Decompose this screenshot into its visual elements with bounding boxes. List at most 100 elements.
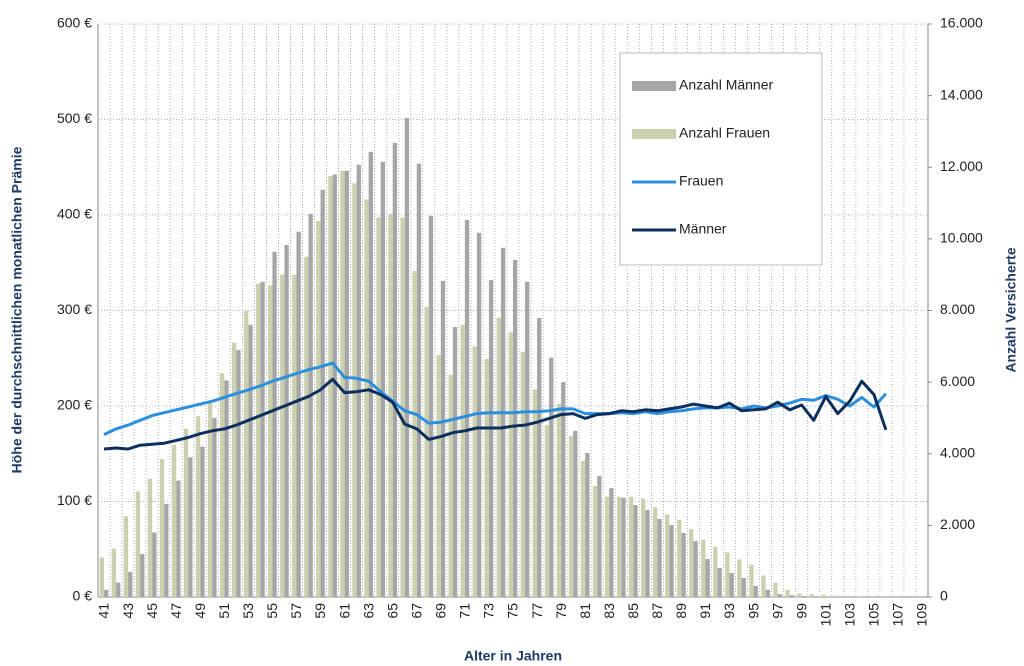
bar [777, 594, 782, 597]
bar [597, 475, 602, 597]
bar [340, 170, 345, 598]
legend-swatch [632, 81, 676, 91]
bar [236, 349, 241, 597]
bar [484, 358, 489, 597]
bar [328, 176, 333, 597]
bar [580, 460, 586, 597]
x-tick-label: 67 [408, 603, 424, 619]
x-tick-label: 47 [168, 603, 184, 619]
bar [219, 373, 225, 597]
x-tick-label: 51 [216, 603, 232, 619]
x-tick-label: 107 [890, 603, 906, 627]
x-tick-label: 81 [577, 603, 593, 619]
bar [376, 217, 381, 597]
x-tick-label: 43 [120, 603, 136, 619]
bar [544, 425, 550, 597]
bar [508, 331, 513, 597]
bar [212, 417, 217, 597]
bar [364, 199, 369, 597]
bar [232, 342, 237, 597]
bar [116, 582, 121, 597]
x-tick-label: 109 [914, 603, 930, 627]
bar [500, 247, 506, 597]
bar [628, 496, 634, 597]
x-tick-label: 55 [264, 603, 280, 619]
x-tick-label: 87 [649, 603, 665, 619]
bar [472, 346, 477, 597]
bar [741, 578, 746, 597]
bar [344, 170, 349, 598]
bar [513, 260, 518, 597]
bar [159, 459, 165, 597]
bar [244, 310, 249, 597]
line [103, 377, 888, 451]
bar [693, 541, 698, 597]
x-tick-label: 77 [529, 603, 545, 619]
bar [717, 567, 722, 597]
bar [256, 283, 261, 597]
bar [260, 281, 265, 597]
bar [188, 457, 193, 597]
x-tick-label: 101 [817, 603, 833, 627]
legend-swatch [632, 129, 676, 139]
bar [280, 274, 285, 597]
bar [753, 585, 758, 597]
legend-label: Anzahl Männer [679, 77, 774, 93]
bar [665, 514, 670, 597]
y2-tick-label: 8.000 [940, 301, 975, 317]
x-tick-label: 79 [553, 603, 569, 619]
bar [681, 532, 686, 597]
x-tick-label: 61 [336, 603, 352, 619]
bar [621, 497, 626, 597]
bar [200, 446, 205, 597]
bar [833, 595, 838, 597]
bar [761, 575, 766, 597]
bar [725, 552, 730, 597]
bar [592, 485, 598, 597]
x-tick-label: 41 [96, 603, 112, 619]
bar [356, 164, 361, 598]
bar [436, 355, 441, 597]
bar [645, 509, 650, 597]
x-tick-label: 73 [481, 603, 497, 619]
bar [701, 539, 706, 597]
x-tick-label: 89 [673, 603, 689, 619]
bar [248, 324, 253, 597]
bar [773, 582, 778, 597]
bar [561, 382, 566, 597]
y2-axis-label: Anzahl Versicherte [1003, 247, 1019, 372]
bar [440, 280, 446, 597]
bar [452, 326, 458, 597]
bar [380, 161, 386, 598]
bar [604, 496, 610, 597]
y2-tick-label: 12.000 [940, 158, 983, 174]
x-tick-label: 57 [288, 603, 304, 619]
bar [368, 151, 373, 597]
bar [428, 215, 434, 597]
bar [729, 573, 734, 597]
y-tick-label: 100 € [57, 492, 92, 508]
bar [525, 281, 530, 597]
bar [657, 518, 662, 597]
bar [416, 163, 422, 597]
legend-label: Männer [679, 221, 727, 237]
x-tick-label: 49 [192, 603, 208, 619]
x-axis-label: Alter in Jahren [464, 648, 562, 664]
bar [785, 589, 790, 597]
bar [164, 503, 169, 597]
bar [296, 231, 301, 597]
bar [460, 324, 465, 597]
x-tick-label: 53 [240, 603, 256, 619]
bar [689, 528, 694, 597]
bar [609, 488, 614, 597]
x-tick-label: 91 [697, 603, 713, 619]
bar [749, 564, 754, 597]
bar [585, 453, 590, 597]
bar [464, 219, 470, 597]
bar [765, 589, 770, 597]
bar [135, 491, 141, 597]
bar [320, 189, 325, 597]
x-tick-label: 83 [601, 603, 617, 619]
bar [424, 306, 429, 597]
